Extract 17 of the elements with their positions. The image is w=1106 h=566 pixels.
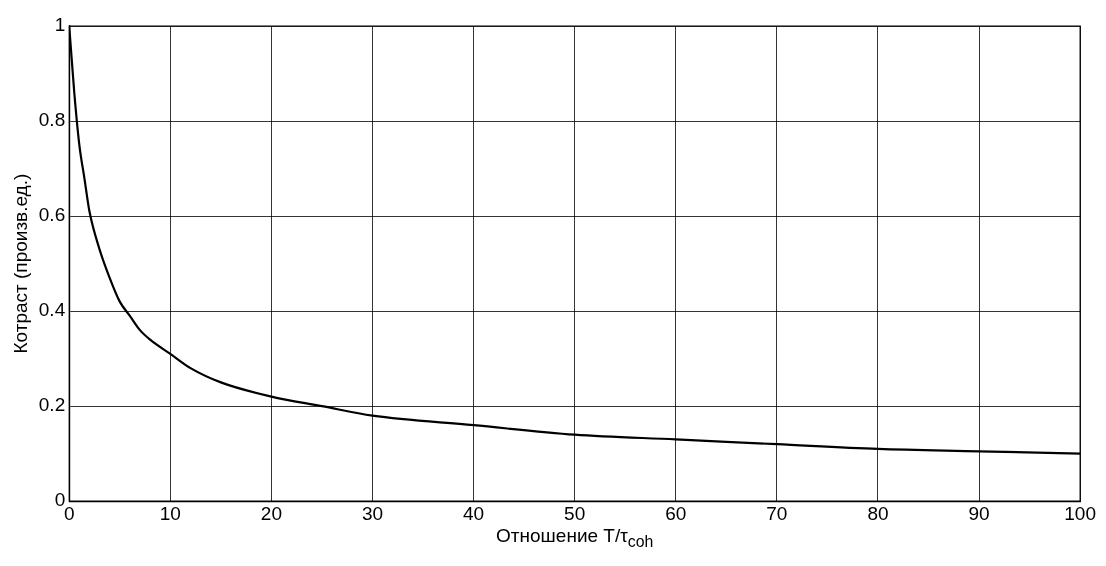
y-tick-label: 0.8	[38, 109, 66, 131]
x-tick-label: 20	[260, 502, 282, 524]
x-tick-label: 80	[867, 502, 889, 524]
x-tick-label: 90	[968, 502, 990, 524]
x-axis-title: Отношение T/τ$_{coh}$	[496, 525, 654, 551]
x-tick-label: 60	[665, 502, 687, 524]
y-tick-label: 1	[54, 14, 66, 36]
x-tick-label: 50	[564, 502, 586, 524]
y-tick-label: 0.2	[38, 394, 66, 416]
y-tick-label: 0.4	[38, 299, 66, 321]
x-tick-label: 40	[463, 502, 485, 524]
x-tick-label: 30	[361, 502, 384, 524]
x-tick-label: 10	[159, 502, 181, 524]
x-tick-label: 100	[1064, 502, 1096, 524]
y-axis-title: Котраст (произв.ед.)	[9, 173, 31, 354]
x-tick-label: 70	[766, 502, 788, 524]
y-tick-label: 0.6	[38, 204, 66, 226]
